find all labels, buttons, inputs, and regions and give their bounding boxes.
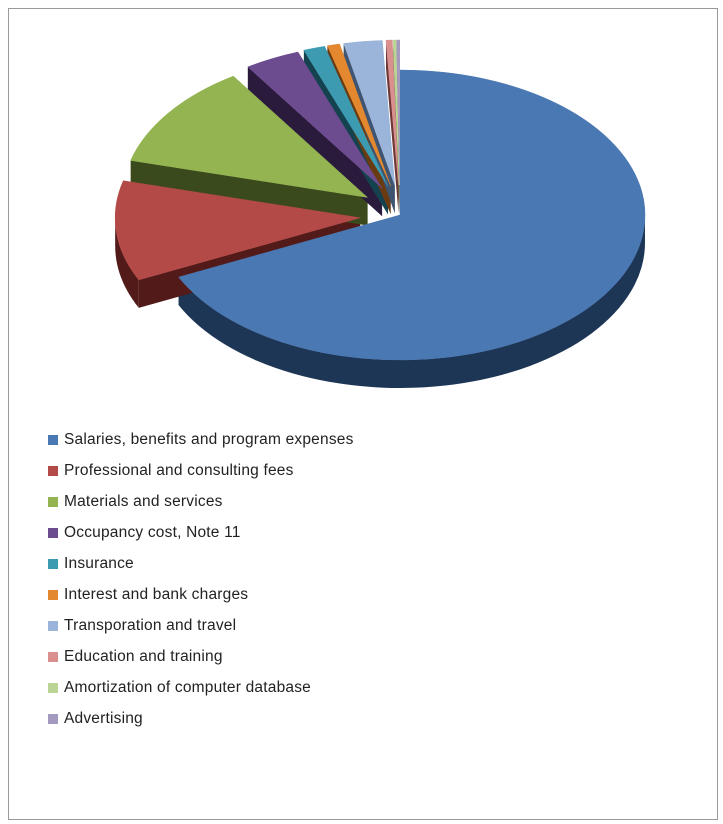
- legend-swatch: [48, 435, 58, 445]
- legend-label: Insurance: [64, 554, 134, 573]
- legend-entry: Materials and services: [48, 492, 468, 511]
- legend-label: Amortization of computer database: [64, 678, 311, 697]
- legend-swatch: [48, 559, 58, 569]
- legend-swatch: [48, 528, 58, 538]
- legend-swatch: [48, 683, 58, 693]
- legend-entry: Insurance: [48, 554, 468, 573]
- legend-label: Interest and bank charges: [64, 585, 248, 604]
- legend-entry: Salaries, benefits and program expenses: [48, 430, 468, 449]
- legend-entry: Transporation and travel: [48, 616, 468, 635]
- legend-swatch: [48, 621, 58, 631]
- legend-label: Advertising: [64, 709, 143, 728]
- pie-chart: [0, 0, 723, 420]
- legend-label: Transporation and travel: [64, 616, 236, 635]
- legend-entry: Professional and consulting fees: [48, 461, 468, 480]
- legend-label: Salaries, benefits and program expenses: [64, 430, 404, 449]
- chart-legend: Salaries, benefits and program expenses P…: [48, 430, 468, 740]
- legend-entry: Amortization of computer database: [48, 678, 468, 697]
- legend-swatch: [48, 714, 58, 724]
- legend-entry: Interest and bank charges: [48, 585, 468, 604]
- legend-label: Materials and services: [64, 492, 223, 511]
- legend-label: Professional and consulting fees: [64, 461, 294, 480]
- legend-swatch: [48, 590, 58, 600]
- legend-label: Education and training: [64, 647, 223, 666]
- legend-swatch: [48, 497, 58, 507]
- legend-swatch: [48, 652, 58, 662]
- legend-entry: Advertising: [48, 709, 468, 728]
- legend-swatch: [48, 466, 58, 476]
- legend-entry: Occupancy cost, Note 11: [48, 523, 468, 542]
- legend-label: Occupancy cost, Note 11: [64, 523, 241, 542]
- legend-entry: Education and training: [48, 647, 468, 666]
